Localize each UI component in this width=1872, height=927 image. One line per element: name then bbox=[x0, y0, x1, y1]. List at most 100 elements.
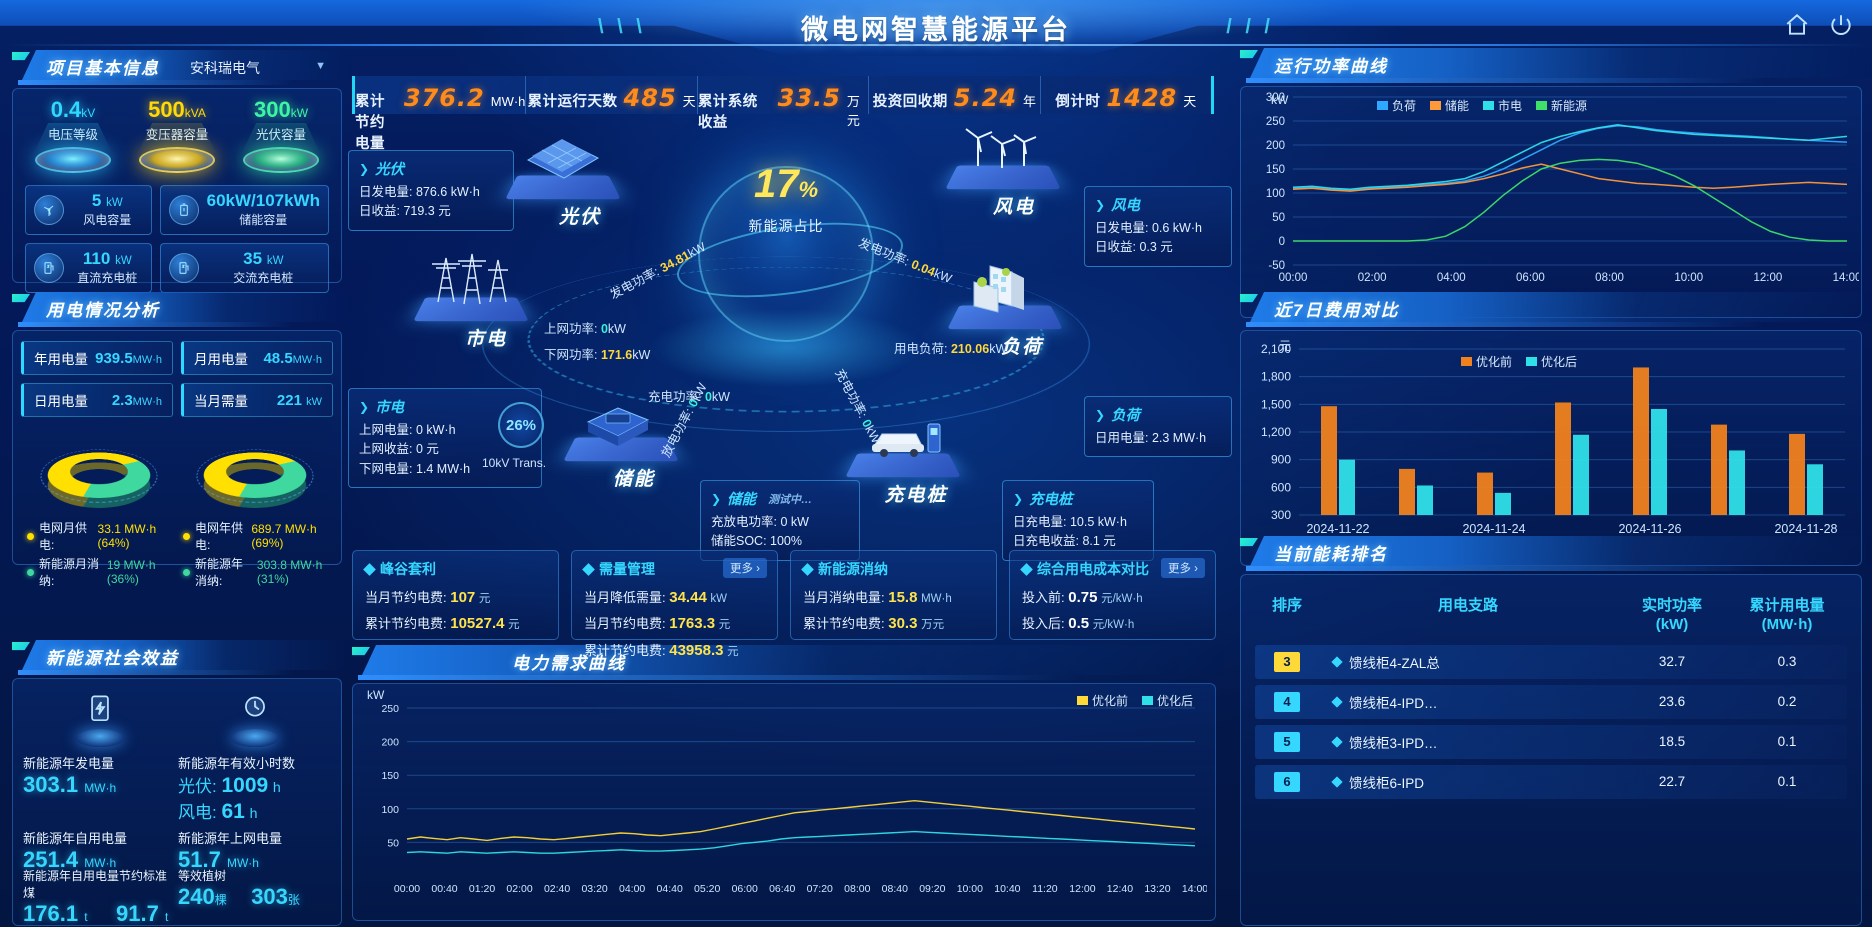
header-underline bbox=[18, 322, 296, 327]
battery-icon bbox=[168, 195, 199, 225]
svg-text:250: 250 bbox=[381, 703, 399, 715]
table-row[interactable]: 4 馈线柜4-IPD… 23.6 0.2 bbox=[1255, 684, 1847, 719]
header-banner bbox=[22, 640, 352, 670]
node-grid[interactable]: 市电 bbox=[412, 253, 530, 351]
stat-value: 376.2 bbox=[403, 84, 485, 112]
bullet-icon bbox=[801, 562, 814, 576]
beam-decor bbox=[242, 123, 320, 153]
total-energy: 0.1 bbox=[1777, 774, 1797, 789]
legend-item: 新能源年消纳: 303.8 MW·h (31%) bbox=[183, 555, 333, 589]
social-item-export: 新能源年上网电量 51.7 MW·h bbox=[178, 828, 331, 873]
corner-mark-icon bbox=[12, 52, 30, 61]
social-sub-unit: h bbox=[272, 780, 281, 796]
infobox-tag: 测试中… bbox=[768, 493, 813, 506]
realtime-power: 18.5 bbox=[1658, 734, 1686, 749]
stat-item: 倒计时 1428 天 bbox=[1041, 76, 1211, 114]
table-row[interactable]: 6 馈线柜6-IPD 22.7 0.1 bbox=[1255, 764, 1847, 799]
svg-text:00:00: 00:00 bbox=[1279, 272, 1308, 284]
social-unit: MW·h bbox=[226, 856, 259, 870]
branch-name: 馈线柜3-IPD… bbox=[1349, 735, 1438, 751]
table-row[interactable]: 3 馈线柜4-ZAL总 32.7 0.3 bbox=[1255, 644, 1847, 679]
more-button[interactable]: 更多 › bbox=[1160, 558, 1205, 578]
stat-value: 5.24 bbox=[953, 84, 1018, 112]
arrow-icon: ❯ bbox=[1013, 491, 1024, 506]
node-load[interactable]: 负荷 bbox=[946, 265, 1064, 359]
card-row-label: 累计节约电费: bbox=[584, 642, 666, 658]
panel-title: 运行功率曲线 bbox=[1274, 57, 1388, 76]
kpi-ac-charger: 35 kW 交流充电桩 bbox=[159, 243, 329, 293]
project-selector-label[interactable]: 安科瑞电气 bbox=[190, 60, 260, 76]
node-wind[interactable]: 风电 bbox=[944, 128, 1062, 219]
usage-value: 939.5 bbox=[95, 349, 133, 367]
svg-text:06:00: 06:00 bbox=[732, 883, 758, 895]
bullet-icon bbox=[1331, 695, 1343, 708]
social-value: 91.7 bbox=[115, 901, 159, 926]
flow-unit: kW bbox=[711, 390, 730, 404]
capacity-unit: kV bbox=[81, 106, 96, 120]
header-banner bbox=[362, 645, 1226, 675]
more-button[interactable]: 更多 › bbox=[722, 558, 767, 578]
legend-label: 负荷 bbox=[1392, 99, 1417, 113]
header-underline bbox=[1246, 322, 1769, 327]
node-charger[interactable]: 充电桩 bbox=[844, 416, 962, 507]
panel-title: 新能源社会效益 bbox=[46, 649, 179, 668]
panel-title: 当前能耗排名 bbox=[1274, 545, 1388, 564]
svg-text:150: 150 bbox=[1266, 164, 1285, 176]
flow-label: 上网功率: bbox=[544, 322, 598, 336]
arrow-icon: ❯ bbox=[359, 161, 370, 176]
card-row-label: 当月消纳电量: bbox=[803, 590, 885, 605]
card-row-value: 0.75 bbox=[1068, 589, 1098, 606]
flow-value: 171.6 bbox=[600, 348, 633, 362]
card-row-unit: 元 bbox=[727, 645, 739, 658]
stat-value: 485 bbox=[623, 84, 677, 112]
infobox-title: 负荷 bbox=[1111, 408, 1141, 424]
legend-swatch bbox=[1377, 101, 1388, 110]
stat-label: 累计节约电量 bbox=[355, 94, 385, 152]
node-storage[interactable]: 储能 bbox=[562, 400, 680, 491]
svg-text:50: 50 bbox=[387, 837, 399, 849]
chevron-down-icon[interactable]: ▼ bbox=[315, 60, 326, 72]
usage-label: 月用电量 bbox=[194, 352, 248, 367]
arrow-icon: ❯ bbox=[1095, 197, 1106, 212]
capacity-value: 300 bbox=[253, 97, 291, 122]
social-value: 303 bbox=[251, 884, 288, 909]
card-row-unit: kW bbox=[710, 593, 728, 605]
svg-text:06:00: 06:00 bbox=[1516, 272, 1545, 284]
wind-turbine-icon bbox=[944, 128, 1062, 198]
panel-usage-analysis: 用电情况分析 年用电量 939.5MW·h 月用电量 48.5MW·h 日用电量… bbox=[12, 292, 352, 588]
social-row-3: 新能源年自用电量节约标准煤 176.1 t 91.7 t 等效植树 240棵 3… bbox=[23, 867, 331, 926]
usage-cell-demand: 当月需量 221 kW bbox=[181, 383, 333, 417]
usage-value: 221 bbox=[276, 391, 302, 409]
branch-name: 馈线柜4-IPD… bbox=[1349, 695, 1438, 711]
power-icon[interactable] bbox=[1828, 12, 1854, 43]
social-unit: t bbox=[84, 910, 88, 924]
column-branch: 用电支路 bbox=[1437, 597, 1498, 614]
social-sub-value: 1009 bbox=[221, 774, 269, 797]
legend-label: 优化前 bbox=[1091, 694, 1128, 708]
svg-text:08:00: 08:00 bbox=[844, 883, 870, 895]
infobox-line: 日充电收益: 8.1 元 bbox=[1013, 534, 1116, 549]
social-item-generation: 新能源年发电量 303.1 MW·h bbox=[23, 693, 176, 824]
pedestal-icon bbox=[75, 729, 124, 747]
home-icon[interactable] bbox=[1784, 12, 1810, 43]
svg-text:200: 200 bbox=[381, 737, 399, 749]
card-row-label: 当月降低需量: bbox=[584, 590, 666, 605]
card-row-unit: 元/kW·h bbox=[1101, 593, 1143, 605]
flow-charge-power: 充电功率: 0kW bbox=[648, 386, 730, 405]
header-actions bbox=[1784, 12, 1854, 43]
ratio-number: 17 bbox=[753, 162, 799, 206]
card-row-unit: 元 bbox=[508, 619, 520, 632]
renewable-ratio-label: 新能源占比 bbox=[748, 218, 824, 234]
usage-unit: kW bbox=[306, 395, 322, 408]
flow-value: 210.06 bbox=[950, 342, 990, 356]
header-banner bbox=[1250, 292, 1872, 322]
svg-text:50: 50 bbox=[1272, 212, 1285, 224]
table-row[interactable]: 5 馈线柜3-IPD… 18.5 0.1 bbox=[1255, 724, 1847, 759]
node-pv[interactable]: 光伏 bbox=[504, 138, 622, 229]
svg-text:250: 250 bbox=[1266, 116, 1285, 128]
stat-item: 累计系统收益 33.5 万元 bbox=[698, 76, 870, 131]
card-row-value: 34.44 bbox=[669, 589, 707, 606]
rank-badge: 3 bbox=[1274, 651, 1300, 672]
capacity-unit: kW bbox=[290, 106, 309, 120]
demand-chart-canvas: 250 200 150 100 50 00:00 00:40 01:20 02:00 02:40 0… bbox=[381, 703, 1207, 895]
